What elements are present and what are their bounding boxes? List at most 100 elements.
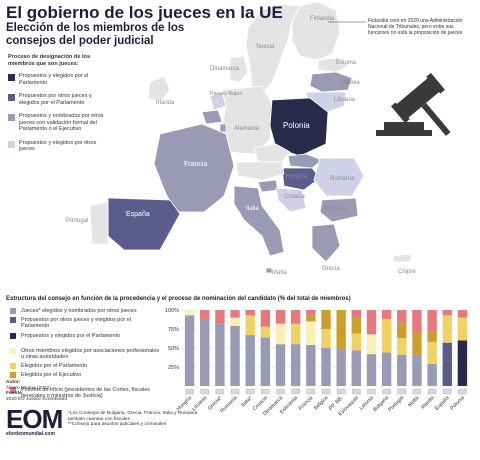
chart-legend-item: Otros miembros elegidos por asociaciones…	[10, 347, 160, 361]
map-label: Lituania	[334, 97, 356, 103]
flag-icon	[276, 388, 285, 395]
y-tick-label: 50%	[168, 346, 179, 352]
bar-segment	[306, 344, 316, 386]
flag-icon	[321, 388, 331, 395]
bar-segment	[230, 325, 240, 386]
country-bulgaria	[319, 197, 359, 223]
country-hungria	[281, 167, 321, 191]
map-label: Países Bajos	[210, 91, 242, 97]
stacked-bar-chart: 25%50%75%100%HungríaLituaniaGrecia*Ruman…	[165, 308, 470, 417]
bar-segment	[336, 310, 346, 349]
bar-segment	[427, 310, 437, 332]
flag-icon	[230, 388, 240, 395]
bar-segment	[397, 310, 407, 323]
chart-legend-swatch	[10, 386, 16, 393]
bar-segment	[442, 310, 452, 316]
map-legend-item: Propuestos por otros jueces y elegidos p…	[8, 93, 112, 106]
country-suecia	[245, 3, 301, 95]
flag-icon	[200, 388, 209, 395]
bar-segment	[366, 334, 377, 355]
map-legend-item: Propuestos y elegidos por el Parlamento	[8, 73, 112, 86]
map-legend: Proceso de designación de los miembros q…	[8, 54, 112, 160]
country-malta	[265, 267, 273, 274]
flag-icon	[246, 388, 255, 395]
chart-legend-item: Jueces* elegidos y nombrados por otros j…	[10, 308, 160, 314]
bar-segment	[215, 323, 225, 386]
map-label: Bulgaria	[324, 206, 347, 212]
flag-icon	[443, 388, 452, 395]
y-tick-label: 25%	[168, 365, 179, 371]
y-tick-label: 75%	[168, 327, 179, 333]
map-label: Estonia	[336, 60, 357, 66]
x-tick-label: Bélgica	[313, 395, 329, 411]
chart-legend-label: Otros miembros elegidos por asociaciones…	[21, 347, 160, 361]
chart-legend-swatch	[10, 363, 16, 370]
bar-segment	[290, 344, 301, 386]
country-rumania	[313, 157, 365, 197]
x-tick-label: Hungría	[176, 395, 193, 412]
x-tick-label: Malta	[407, 395, 420, 408]
map-label: Letonia	[340, 80, 360, 86]
flag-icon	[412, 388, 422, 395]
country-finlandia	[291, 1, 341, 61]
bar-segment	[200, 319, 210, 386]
map-label: Grecia	[322, 266, 340, 272]
country-belgica	[201, 109, 223, 125]
bar-segment	[427, 341, 437, 364]
country-grecia	[311, 223, 341, 263]
bar-segment	[412, 332, 422, 356]
bar-segment	[245, 335, 255, 386]
chart-legend-label: Jueces* elegidos y nombrados por otros j…	[21, 308, 137, 314]
country-dinamarca	[229, 55, 249, 83]
chart-legend-label: Elegidos por el Ejecutivo	[21, 372, 82, 379]
country-eslovenia	[257, 179, 279, 193]
country-irlanda	[147, 75, 171, 103]
bar-segment	[184, 315, 195, 386]
x-tick-label: Portugal	[387, 395, 405, 413]
country-letonia	[309, 71, 353, 93]
bar-segment	[260, 310, 271, 327]
bar-segment	[442, 315, 452, 343]
bar-segment	[397, 354, 407, 386]
bar-segment	[321, 348, 331, 386]
map-legend-item: Propuestos y nombrados por otros jueces …	[8, 113, 112, 133]
map-legend-item: Propuestos y elegidos por otros jueces	[8, 140, 112, 153]
country-polonia	[269, 97, 329, 157]
chart-legend-swatch	[10, 332, 16, 339]
flag-icon	[352, 388, 361, 395]
bar-segment	[427, 331, 437, 342]
bar-segment	[351, 316, 362, 334]
bar-segment	[397, 322, 407, 339]
chart-legend-swatch	[10, 347, 16, 354]
bar-segment	[321, 310, 331, 329]
chart-legend-swatch	[10, 308, 16, 314]
country-eslovaquia	[287, 153, 323, 169]
x-tick-label: Polonia	[449, 395, 466, 412]
map-label: Malta	[272, 270, 287, 276]
map-label: Portugal	[66, 218, 88, 224]
chart-legend-item: Elegidos por el Ejecutivo	[10, 372, 160, 379]
page-subtitle: Elección de los miembros de los consejos…	[6, 22, 185, 47]
chart-legend-swatch	[10, 372, 16, 379]
eom-logo-url: elordenmundial.com	[6, 431, 55, 437]
chart-legend-label: Puestos de oficio (presidentes de las Co…	[21, 386, 151, 399]
flag-icon	[306, 388, 315, 395]
bar-segment	[351, 333, 362, 351]
country-chipre	[391, 253, 413, 263]
chart-legend-label: Propuestos por otros jueces y elegidos p…	[21, 317, 132, 330]
map-label: Chipre	[398, 269, 416, 275]
map-label: Italia	[246, 206, 259, 212]
map-label: Croacia	[284, 194, 305, 200]
bar-segment	[351, 310, 362, 317]
bar-segment	[230, 317, 240, 326]
flag-icon	[367, 388, 376, 395]
x-tick-label: Italia*	[240, 395, 253, 408]
chart-legend-item: Elegidos por el Parlamento	[10, 363, 160, 370]
bar-segment	[427, 363, 437, 386]
bar-segment	[290, 310, 301, 324]
bar-segment	[306, 310, 316, 316]
bar-segment	[457, 310, 468, 318]
map-label: Francia	[184, 161, 207, 168]
chart-legend-item: Puestos de oficio (presidentes de las Co…	[10, 386, 160, 399]
flag-icon	[397, 388, 406, 395]
